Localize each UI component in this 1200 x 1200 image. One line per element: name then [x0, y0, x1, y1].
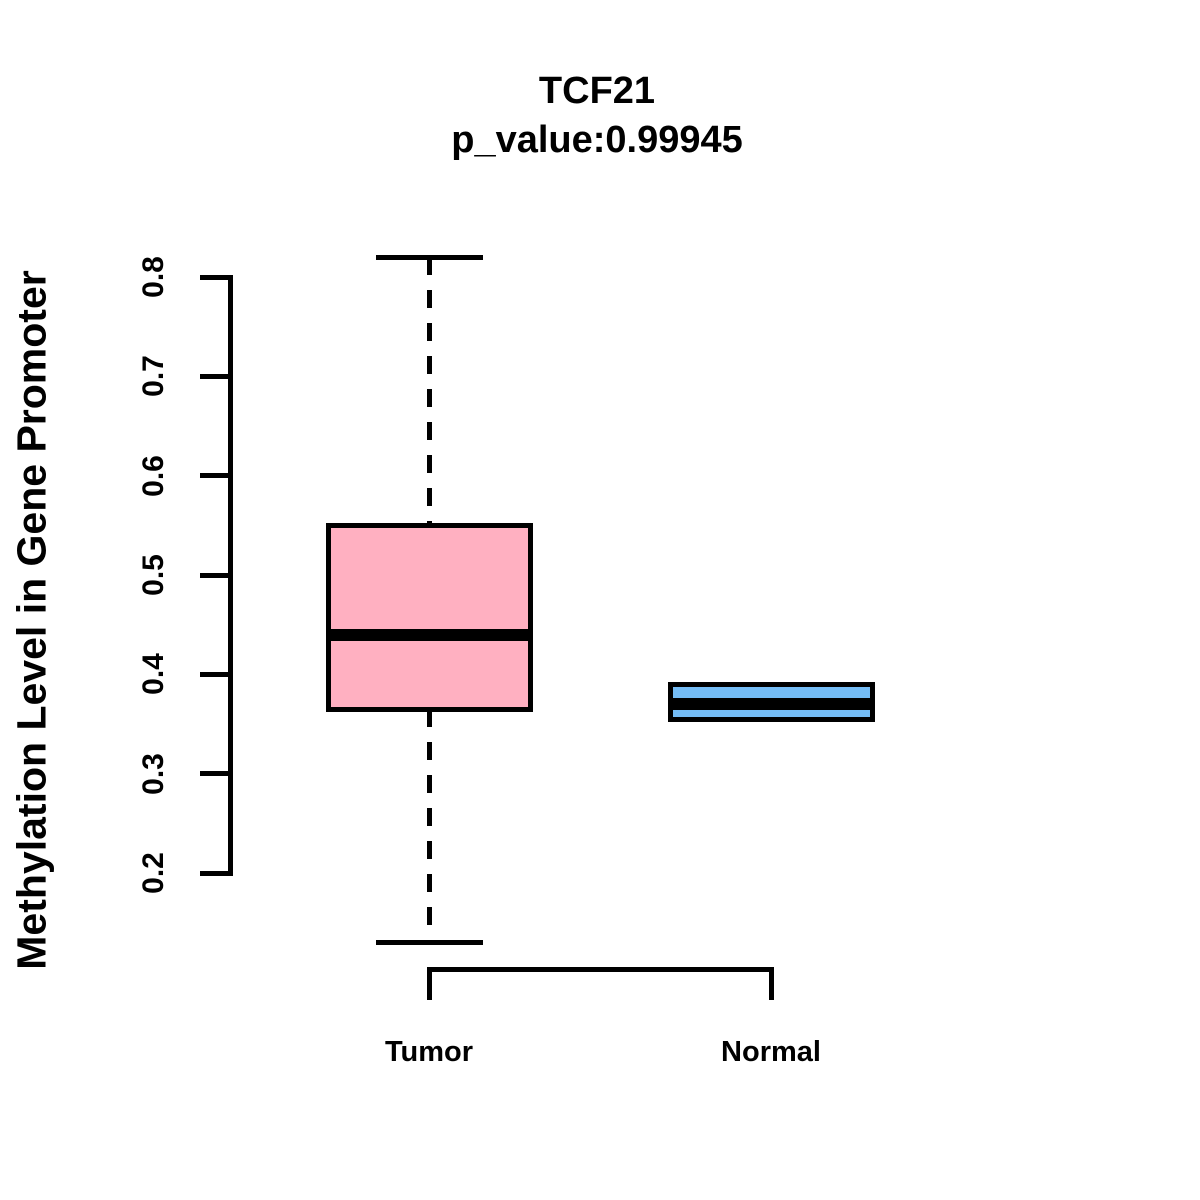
y-axis-line [228, 275, 233, 876]
y-axis-tick [200, 275, 230, 280]
y-axis-tick-label: 0.3 [137, 753, 170, 795]
x-axis-tick [427, 967, 432, 1000]
y-axis-tick [200, 672, 230, 677]
x-axis-line [429, 967, 771, 972]
y-axis-tick [200, 473, 230, 478]
x-axis-tick [769, 967, 774, 1000]
upper-whisker-line [427, 257, 432, 525]
y-axis-tick-label: 0.4 [137, 653, 170, 695]
y-axis-tick-label: 0.8 [137, 256, 170, 298]
lower-whisker-line [427, 709, 432, 942]
y-axis-tick-label: 0.7 [137, 355, 170, 397]
median-line-tumor [326, 629, 533, 641]
y-axis-tick-label: 0.6 [137, 455, 170, 497]
y-axis-tick-label: 0.5 [137, 554, 170, 596]
y-axis-tick [200, 374, 230, 379]
x-category-label-normal: Normal [721, 1036, 821, 1068]
y-axis-tick [200, 771, 230, 776]
chart-subtitle: p_value:0.99945 [451, 119, 743, 161]
lower-whisker-cap [376, 940, 483, 945]
y-axis-tick [200, 573, 230, 578]
box-tumor [326, 523, 533, 712]
x-category-label-tumor: Tumor [384, 1036, 474, 1068]
chart-title: TCF21 [538, 70, 656, 112]
y-axis-tick-label: 0.2 [137, 852, 170, 894]
upper-whisker-cap [376, 255, 483, 260]
y-axis-tick [200, 871, 230, 876]
median-line-normal [668, 698, 875, 710]
y-axis-label: Methylation Level in Gene Promoter [8, 270, 55, 970]
